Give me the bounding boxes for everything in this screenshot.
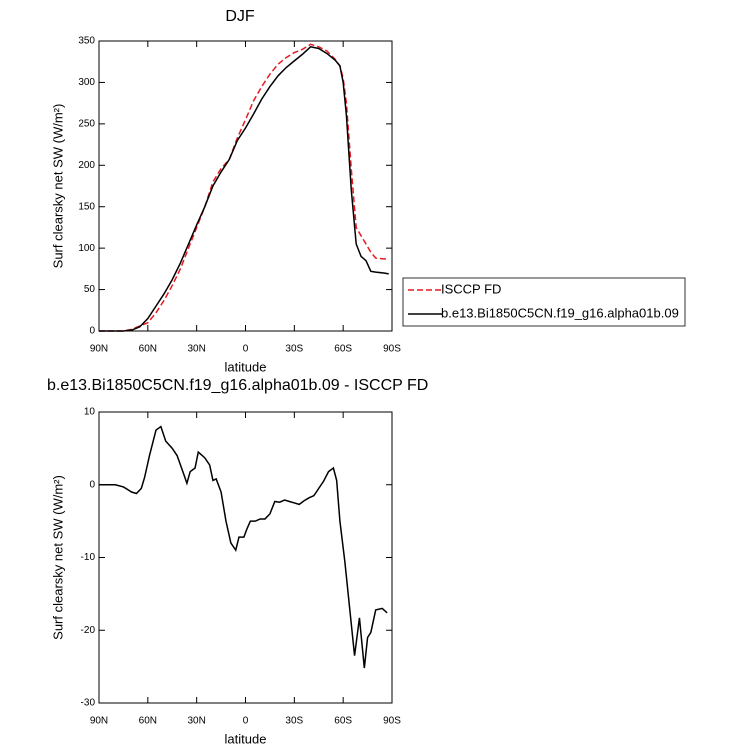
y-tick-label: 150 [78, 201, 95, 212]
y-tick-label: -20 [81, 625, 96, 636]
x-tick-label: 0 [243, 344, 249, 355]
series-line [99, 45, 389, 332]
x-tick-label: 60S [334, 344, 352, 355]
chart-title: b.e13.Bi1850C5CN.f19_g16.alpha01b.09 - I… [47, 377, 428, 394]
x-tick-label: 30N [187, 716, 205, 727]
y-tick-label: 350 [78, 36, 95, 47]
x-tick-label: 30S [285, 716, 303, 727]
x-axis-label: latitude [225, 731, 267, 746]
chart-title: DJF [225, 8, 255, 25]
y-tick-label: 250 [78, 118, 95, 129]
plot-frame [98, 411, 393, 704]
series-line [99, 425, 388, 669]
x-tick-label: 60N [139, 716, 157, 727]
y-axis-label: Surf clearsky net SW (W/m²) [50, 104, 65, 269]
x-tick-label: 90S [383, 716, 401, 727]
x-tick-label: 60S [334, 716, 352, 727]
legend-label: ISCCP FD [441, 281, 501, 296]
y-tick-label: 50 [84, 284, 96, 295]
legend-box [402, 277, 686, 327]
plot-frame [98, 40, 393, 332]
x-tick-label: 90N [90, 344, 108, 355]
y-axis-label: Surf clearsky net SW (W/m²) [50, 475, 65, 640]
y-tick-label: 10 [84, 407, 96, 418]
y-tick-label: 300 [78, 77, 95, 88]
y-tick-label: 200 [78, 160, 95, 171]
y-tick-label: 100 [78, 243, 95, 254]
x-tick-label: 90S [383, 344, 401, 355]
x-tick-label: 90N [90, 716, 108, 727]
series-line [99, 43, 389, 332]
y-tick-label: -10 [81, 552, 96, 563]
legend-label: b.e13.Bi1850C5CN.f19_g16.alpha01b.09 [441, 305, 679, 320]
y-tick-label: 0 [89, 479, 95, 490]
x-tick-label: 0 [243, 716, 249, 727]
x-tick-label: 60N [139, 344, 157, 355]
x-tick-label: 30S [285, 344, 303, 355]
x-tick-label: 30N [187, 344, 205, 355]
y-tick-label: -30 [81, 698, 96, 709]
y-tick-label: 0 [89, 326, 95, 337]
x-axis-label: latitude [225, 359, 267, 374]
